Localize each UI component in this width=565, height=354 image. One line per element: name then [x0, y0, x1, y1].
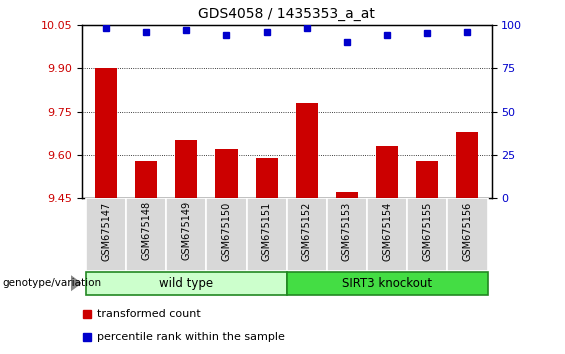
Bar — [287, 272, 488, 295]
Title: GDS4058 / 1435353_a_at: GDS4058 / 1435353_a_at — [198, 7, 375, 21]
Bar — [175, 141, 197, 198]
Bar — [376, 146, 398, 198]
Text: transformed count: transformed count — [97, 309, 201, 319]
Text: GSM675156: GSM675156 — [463, 201, 472, 261]
Bar — [457, 132, 479, 198]
Bar — [407, 198, 447, 271]
Bar — [166, 198, 206, 271]
Bar — [416, 161, 438, 198]
Text: GSM675152: GSM675152 — [302, 201, 312, 261]
Text: GSM675151: GSM675151 — [262, 201, 272, 261]
Bar — [327, 198, 367, 271]
Bar — [86, 272, 287, 295]
Bar — [255, 158, 278, 198]
Bar — [287, 198, 327, 271]
Bar — [215, 149, 237, 198]
Polygon shape — [71, 276, 81, 291]
Text: GSM675150: GSM675150 — [221, 201, 232, 261]
Bar — [295, 103, 318, 198]
Bar — [95, 68, 117, 198]
Text: genotype/variation: genotype/variation — [3, 278, 102, 288]
Text: GSM675153: GSM675153 — [342, 201, 352, 261]
Text: percentile rank within the sample: percentile rank within the sample — [97, 332, 285, 342]
Bar — [447, 198, 488, 271]
Text: wild type: wild type — [159, 277, 214, 290]
Text: GSM675147: GSM675147 — [101, 201, 111, 261]
Text: GSM675148: GSM675148 — [141, 201, 151, 261]
Text: GSM675154: GSM675154 — [382, 201, 392, 261]
Bar — [206, 198, 246, 271]
Text: SIRT3 knockout: SIRT3 knockout — [342, 277, 432, 290]
Bar — [367, 198, 407, 271]
Bar — [126, 198, 166, 271]
Text: GSM675155: GSM675155 — [422, 201, 432, 261]
Bar — [86, 198, 126, 271]
Text: GSM675149: GSM675149 — [181, 201, 192, 261]
Bar — [336, 193, 358, 198]
Bar — [135, 161, 157, 198]
Bar — [246, 198, 287, 271]
